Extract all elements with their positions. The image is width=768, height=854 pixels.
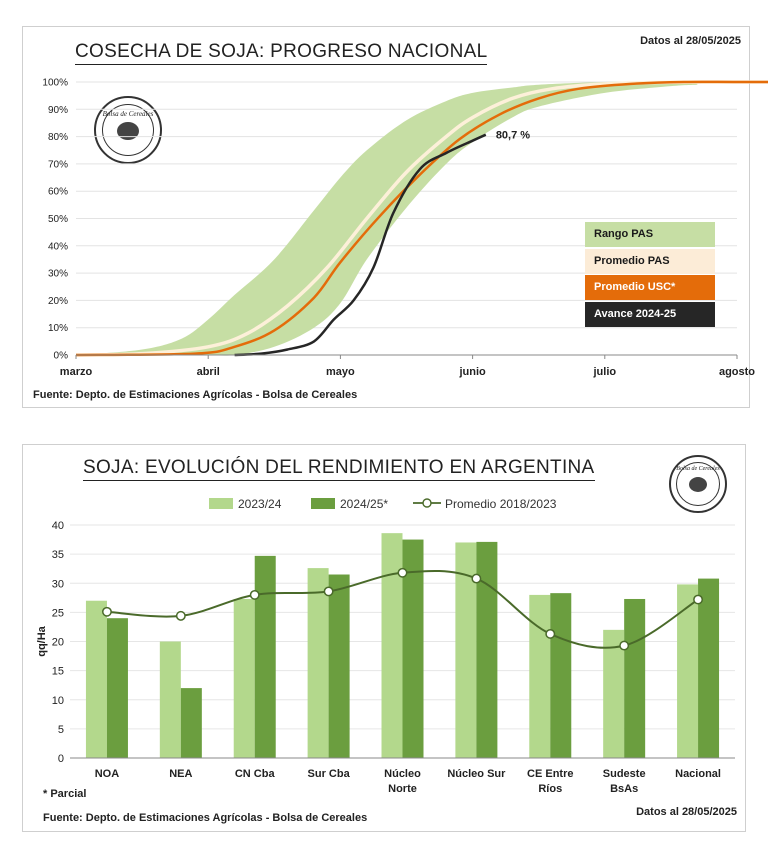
bar-2023-24-noa [85,600,107,758]
legend-item-avance-2024-25: Avance 2024-25 [585,302,715,327]
y-tick-label: 5 [58,724,64,736]
x-tick-label-sudeste-bsas: BsAs [610,783,638,795]
bar-2023-24-nucleo-sur [455,542,477,758]
bar-2024-25-sur-cba [328,574,350,758]
x-tick-label-agosto: agosto [719,366,755,378]
legend-item-rango-pas: Rango PAS [585,222,715,247]
yield-chart-bars [85,533,720,758]
y-tick-label: 80% [48,132,68,143]
point-promedio-noa [101,606,112,617]
x-tick-label-nea: NEA [169,768,192,780]
yield-chart-panel: SOJA: EVOLUCIÓN DEL RENDIMIENTO EN ARGEN… [22,444,746,832]
bar-2024-25-nacional [698,578,720,758]
bar-2024-25-nucleo-sur [476,541,498,758]
y-tick-label: 15 [52,666,64,678]
point-promedio-nacional [693,594,704,605]
bar-2024-25-noa [106,618,128,758]
bar-2023-24-sur-cba [307,568,329,758]
point-promedio-sudeste-bsas [619,640,630,651]
bolsa-de-cereales-logo: Bolsa de Cereales [669,455,727,513]
bar-2023-24-nucleo-norte [381,533,403,758]
series-rango-pas-area [76,81,698,356]
progress-chart-title: COSECHA DE SOJA: PROGRESO NACIONAL [75,41,488,65]
yield-chart-plot: 0 5 10 15 20 25 30 35 40 qq/Ha NOA NEA CN Cba Sur Cba… [36,520,735,795]
y-tick-label: 40 [52,520,64,532]
y-tick-label: 100% [42,78,68,89]
point-promedio-nea [175,610,186,621]
x-tick-label-junio: junio [458,366,486,378]
bar-2024-25-nucleo-norte [402,539,424,758]
y-tick-label: 0 [58,753,64,765]
x-tick-label-cn-cba: CN Cba [235,768,276,780]
y-tick-label: 0% [54,351,69,362]
x-tick-label-sur-cba: Sur Cba [308,768,351,780]
point-promedio-sur-cba [323,586,334,597]
legend-2023-24: 2023/24 [209,497,281,511]
y-tick-label: 20 [52,637,64,649]
y-tick-label: 10% [48,323,68,334]
yield-chart-source: Fuente: Depto. de Estimaciones Agrícolas… [43,812,368,824]
progress-chart-grid [76,81,737,356]
series-avance-2024-25-line [234,133,487,357]
x-tick-label-noa: NOA [95,768,120,780]
current-progress-annotation: 80,7 % [496,130,530,142]
bar-2023-24-ce-entre-rios [529,594,551,758]
y-tick-label: 35 [52,549,64,561]
x-tick-label-ce-entre-rios: Ríos [538,783,562,795]
series-promedio-2018-2023-markers [101,567,704,651]
yield-chart-date: Datos al 28/05/2025 [636,806,737,818]
legend-swatch-2024-25 [311,498,335,509]
progress-chart-plot: 0% 10% 20% 30% 40% 50% 60% 70% 80% 90% 100% marzo ab… [42,78,768,378]
x-tick-label-nucleo-norte: Norte [388,783,417,795]
bar-2024-25-cn-cba [254,555,276,758]
x-tick-label-nacional: Nacional [675,768,721,780]
y-tick-label: 30 [52,578,64,590]
y-tick-label: 40% [48,241,68,252]
yield-chart-axes: 0 5 10 15 20 25 30 35 40 qq/Ha NOA NEA CN Cba Sur Cba… [36,520,735,795]
bar-2024-25-sudeste-bsas [624,598,646,758]
y-tick-label: 50% [48,214,68,225]
yield-chart-footnote: * Parcial [43,788,87,800]
point-promedio-nucleo-sur [471,573,482,584]
legend-item-promedio-pas: Promedio PAS [585,249,715,274]
x-tick-label-mayo: mayo [326,366,355,378]
yield-chart-title: SOJA: EVOLUCIÓN DEL RENDIMIENTO EN ARGEN… [83,457,595,481]
bar-2024-25-ce-entre-rios [550,593,572,758]
x-tick-label-julio: julio [592,366,616,378]
x-tick-label-sudeste-bsas: Sudeste [603,768,646,780]
legend-2024-25: 2024/25* [311,497,388,511]
x-tick-label-marzo: marzo [60,366,93,378]
x-tick-label-nucleo-norte: Núcleo [384,768,421,780]
y-tick-label: 60% [48,187,68,198]
bar-2023-24-nea [159,641,181,758]
bar-2023-24-nacional [677,584,699,758]
bar-2024-25-nea [180,688,202,758]
x-tick-label-ce-entre-rios: CE Entre [527,768,573,780]
y-tick-label: 30% [48,269,68,280]
legend-swatch-2023-24 [209,498,233,509]
point-promedio-ce-entre-rios [545,628,556,639]
point-promedio-nucleo-norte [397,567,408,578]
bolsa-de-cereales-logo: Bolsa de Cereales [94,96,162,164]
x-tick-label-nucleo-sur: Núcleo Sur [447,768,506,780]
y-tick-label: 10 [52,695,64,707]
y-tick-label: 20% [48,296,68,307]
y-tick-label: 90% [48,105,68,116]
progress-chart-panel: COSECHA DE SOJA: PROGRESO NACIONAL Datos… [22,26,768,408]
progress-chart-source: Fuente: Depto. de Estimaciones Agrícolas… [33,389,358,401]
point-promedio-cn-cba [249,589,260,600]
y-tick-label: 25 [52,607,64,619]
progress-chart-date: Datos al 28/05/2025 [640,35,741,47]
y-tick-label: 70% [48,159,68,170]
legend-item-promedio-usc: Promedio USC* [585,275,715,300]
y-axis-label: qq/Ha [36,625,48,656]
legend-swatch-promedio [413,498,441,508]
series-promedio-usc-line [75,80,768,357]
x-tick-label-abril: abril [197,366,220,378]
bar-2023-24-cn-cba [233,598,255,758]
progress-chart-axes: 0% 10% 20% 30% 40% 50% 60% 70% 80% 90% 100% marzo ab… [42,78,755,379]
legend-promedio-2018-2023: Promedio 2018/2023 [413,497,556,511]
bar-2023-24-sudeste-bsas [603,629,625,758]
